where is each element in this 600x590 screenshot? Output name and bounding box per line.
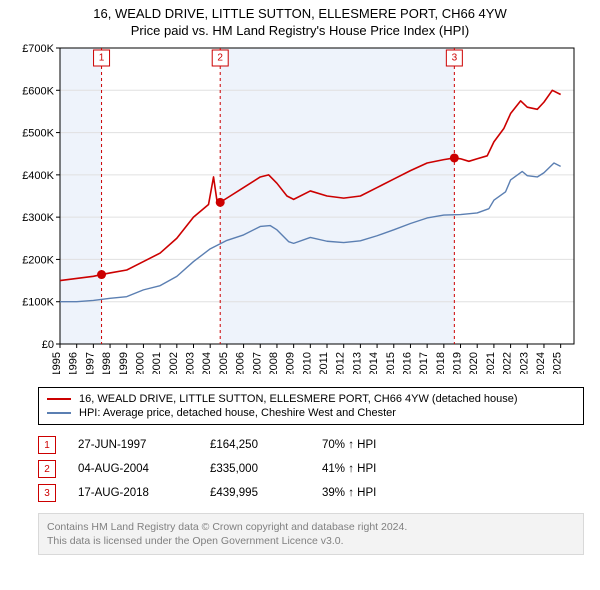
sale-vs-hpi: 39% ↑ HPI [322, 487, 376, 499]
price-chart: £0 £100K £200K £300K £400K £500K £600K £700K 199… [16, 44, 576, 374]
legend-label: HPI: Average price, detached house, Ches… [79, 407, 396, 419]
svg-text:1997: 1997 [84, 352, 96, 374]
sale-price: £439,995 [210, 487, 300, 499]
svg-text:1: 1 [99, 53, 105, 64]
svg-text:2023: 2023 [518, 352, 530, 374]
svg-text:£200K: £200K [22, 254, 54, 266]
svg-text:2025: 2025 [552, 352, 564, 374]
sale-row: 1 27-JUN-1997 £164,250 70% ↑ HPI [38, 433, 584, 457]
svg-text:2010: 2010 [301, 352, 313, 374]
sale-vs-hpi: 70% ↑ HPI [322, 439, 376, 451]
svg-text:2014: 2014 [368, 352, 380, 374]
sale-price: £335,000 [210, 463, 300, 475]
legend-item: 16, WEALD DRIVE, LITTLE SUTTON, ELLESMER… [47, 392, 575, 406]
svg-text:2003: 2003 [185, 352, 197, 374]
legend-swatch [47, 398, 71, 400]
sale-vs-hpi: 41% ↑ HPI [322, 463, 376, 475]
svg-text:2002: 2002 [168, 352, 180, 374]
svg-text:2000: 2000 [134, 352, 146, 374]
sale-date: 04-AUG-2004 [78, 463, 188, 475]
svg-text:£0: £0 [42, 339, 54, 351]
svg-text:2011: 2011 [318, 352, 330, 374]
svg-text:2017: 2017 [418, 352, 430, 374]
svg-text:2006: 2006 [235, 352, 247, 374]
svg-text:£100K: £100K [22, 297, 54, 309]
svg-text:£500K: £500K [22, 128, 54, 140]
svg-text:2: 2 [217, 53, 223, 64]
svg-text:2012: 2012 [335, 352, 347, 374]
legend: 16, WEALD DRIVE, LITTLE SUTTON, ELLESMER… [38, 387, 584, 425]
svg-text:2020: 2020 [468, 352, 480, 374]
svg-text:2007: 2007 [251, 352, 263, 374]
svg-text:3: 3 [452, 53, 458, 64]
svg-text:£400K: £400K [22, 170, 54, 182]
svg-text:2016: 2016 [401, 352, 413, 374]
sale-price: £164,250 [210, 439, 300, 451]
svg-text:£300K: £300K [22, 212, 54, 224]
sale-marker-badge: 2 [38, 460, 56, 478]
svg-text:£600K: £600K [22, 85, 54, 97]
footer-line-2: This data is licensed under the Open Gov… [47, 534, 575, 548]
svg-text:2018: 2018 [435, 352, 447, 374]
legend-swatch [47, 412, 71, 414]
svg-text:2022: 2022 [502, 352, 514, 374]
chart-container: £0 £100K £200K £300K £400K £500K £600K £700K 199… [16, 44, 584, 379]
chart-title-sub: Price paid vs. HM Land Registry's House … [0, 23, 600, 38]
svg-text:2013: 2013 [351, 352, 363, 374]
svg-text:1995: 1995 [51, 352, 63, 374]
svg-text:1998: 1998 [101, 352, 113, 374]
svg-text:2004: 2004 [201, 352, 213, 374]
svg-text:2019: 2019 [452, 352, 464, 374]
data-attribution: Contains HM Land Registry data © Crown c… [38, 513, 584, 555]
svg-text:1996: 1996 [68, 352, 80, 374]
legend-item: HPI: Average price, detached house, Ches… [47, 406, 575, 420]
sale-row: 2 04-AUG-2004 £335,000 41% ↑ HPI [38, 457, 584, 481]
sale-date: 17-AUG-2018 [78, 487, 188, 499]
sale-date: 27-JUN-1997 [78, 439, 188, 451]
svg-text:2008: 2008 [268, 352, 280, 374]
sale-marker-badge: 1 [38, 436, 56, 454]
sale-marker-badge: 3 [38, 484, 56, 502]
svg-text:£700K: £700K [22, 44, 54, 55]
sale-row: 3 17-AUG-2018 £439,995 39% ↑ HPI [38, 481, 584, 505]
footer-line-1: Contains HM Land Registry data © Crown c… [47, 520, 575, 534]
svg-text:2001: 2001 [151, 352, 163, 374]
svg-text:2009: 2009 [285, 352, 297, 374]
svg-text:2021: 2021 [485, 352, 497, 374]
svg-text:2015: 2015 [385, 352, 397, 374]
svg-text:2005: 2005 [218, 352, 230, 374]
svg-text:2024: 2024 [535, 352, 547, 374]
svg-text:1999: 1999 [118, 352, 130, 374]
chart-title-main: 16, WEALD DRIVE, LITTLE SUTTON, ELLESMER… [0, 6, 600, 21]
sales-table: 1 27-JUN-1997 £164,250 70% ↑ HPI 2 04-AUG-200… [38, 433, 584, 505]
legend-label: 16, WEALD DRIVE, LITTLE SUTTON, ELLESMER… [79, 393, 518, 405]
